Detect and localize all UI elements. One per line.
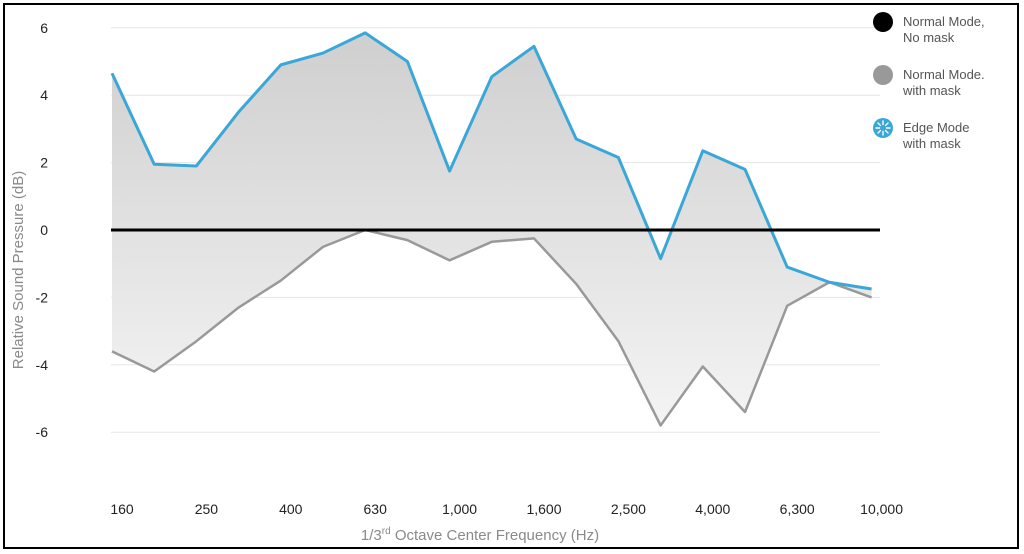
- y-axis-ticks: 6 4 2 0 -2 -4 -6: [36, 20, 49, 440]
- sparkle-dot-icon: [873, 118, 893, 138]
- x-tick-label: 10,000: [860, 501, 903, 517]
- x-tick-label: 1,000: [442, 501, 477, 517]
- y-tick-label: 6: [40, 20, 48, 36]
- legend-label: with mask: [902, 83, 961, 98]
- legend: Normal Mode, No mask Normal Mode. with m…: [873, 12, 985, 151]
- x-tick-label: 400: [279, 501, 303, 517]
- series-lines: [110, 31, 880, 427]
- x-tick-label: 250: [195, 501, 219, 517]
- y-tick-label: 0: [40, 222, 48, 238]
- legend-item-edge-mode[interactable]: Edge Mode with mask: [873, 118, 970, 151]
- chart-frame: 6 4 2 0 -2 -4 -6 160 250 400 630 1,000 1,600 2,500 4,…: [3, 3, 1019, 549]
- y-tick-label: -2: [36, 289, 49, 305]
- x-tick-label: 4,000: [695, 501, 730, 517]
- series-line-edge-mode: [110, 31, 872, 291]
- series-line-normal-with-mask: [111, 228, 873, 427]
- x-tick-label: 160: [110, 501, 134, 517]
- x-tick-label: 6,300: [780, 501, 815, 517]
- gray-dot-icon: [873, 65, 893, 85]
- legend-item-normal-no-mask[interactable]: Normal Mode, No mask: [873, 12, 985, 45]
- legend-label: with mask: [902, 136, 961, 151]
- y-tick-label: 2: [40, 155, 48, 171]
- y-tick-label: -4: [36, 357, 49, 373]
- legend-label: Edge Mode: [903, 120, 970, 135]
- x-tick-label: 630: [364, 501, 388, 517]
- x-axis-ticks: 160 250 400 630 1,000 1,600 2,500 4,000 6,300 10,…: [110, 501, 903, 517]
- black-dot-icon: [873, 12, 893, 32]
- y-axis-title: Relative Sound Pressure (dB): [10, 171, 27, 369]
- legend-item-normal-with-mask[interactable]: Normal Mode. with mask: [873, 65, 985, 98]
- legend-label: Normal Mode.: [903, 67, 985, 82]
- x-tick-label: 1,600: [526, 501, 561, 517]
- x-axis-title: 1/3rd Octave Center Frequency (Hz): [361, 526, 599, 544]
- y-tick-label: 4: [40, 87, 48, 103]
- line-chart: 6 4 2 0 -2 -4 -6 160 250 400 630 1,000 1,600 2,500 4,…: [10, 12, 985, 544]
- x-tick-label: 2,500: [611, 501, 646, 517]
- legend-label: Normal Mode,: [903, 14, 985, 29]
- y-tick-label: -6: [36, 424, 49, 440]
- legend-label: No mask: [903, 30, 955, 45]
